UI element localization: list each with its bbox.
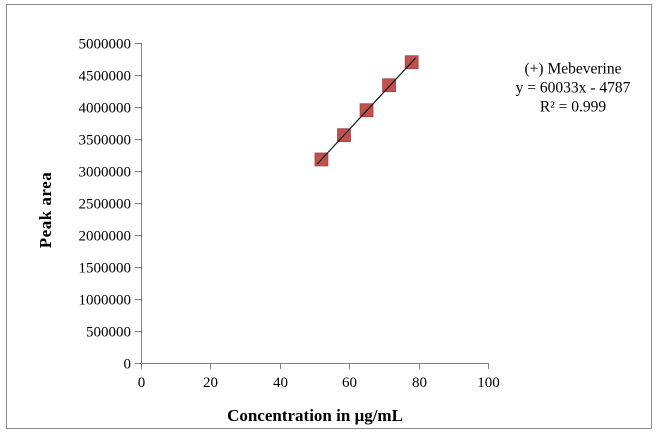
y-axis-tick-label: 3500000 <box>79 133 132 149</box>
x-axis-tick-label: 60 <box>342 375 357 391</box>
series-name-label: (+) Mebeverine <box>524 60 622 78</box>
y-axis-tick-label: 5000000 <box>79 37 132 53</box>
y-axis-tick-label: 3000000 <box>79 165 132 181</box>
y-axis-tick-label: 4500000 <box>79 69 132 85</box>
y-axis-tick-label: 4000000 <box>79 101 132 117</box>
trendline <box>316 57 417 165</box>
y-axis-tick-label: 1500000 <box>79 261 132 277</box>
x-axis-title: Concentration in μg/mL <box>227 406 403 425</box>
x-axis-tick-label: 20 <box>203 375 218 391</box>
trendline-equation-label: y = 60033x - 4787 <box>515 79 631 97</box>
r-squared-label: R² = 0.999 <box>539 98 607 116</box>
y-axis-tick-label: 2000000 <box>79 229 132 245</box>
x-axis-tick-label: 0 <box>138 375 146 391</box>
x-axis-tick-label: 40 <box>273 375 288 391</box>
y-axis-tick-label: 500000 <box>86 325 131 341</box>
y-axis-tick-label: 0 <box>124 357 132 373</box>
trendline-annotation: (+) Mebeverine y = 60033x - 4787 R² = 0.… <box>516 60 631 117</box>
y-axis-tick-label: 2500000 <box>79 197 132 213</box>
data-point-marker <box>382 78 396 93</box>
x-axis-tick-label: 100 <box>477 375 500 391</box>
y-axis-tick-label: 1000000 <box>79 293 132 309</box>
y-axis-title: Peak area <box>36 171 55 249</box>
x-axis-tick-label: 80 <box>412 375 427 391</box>
